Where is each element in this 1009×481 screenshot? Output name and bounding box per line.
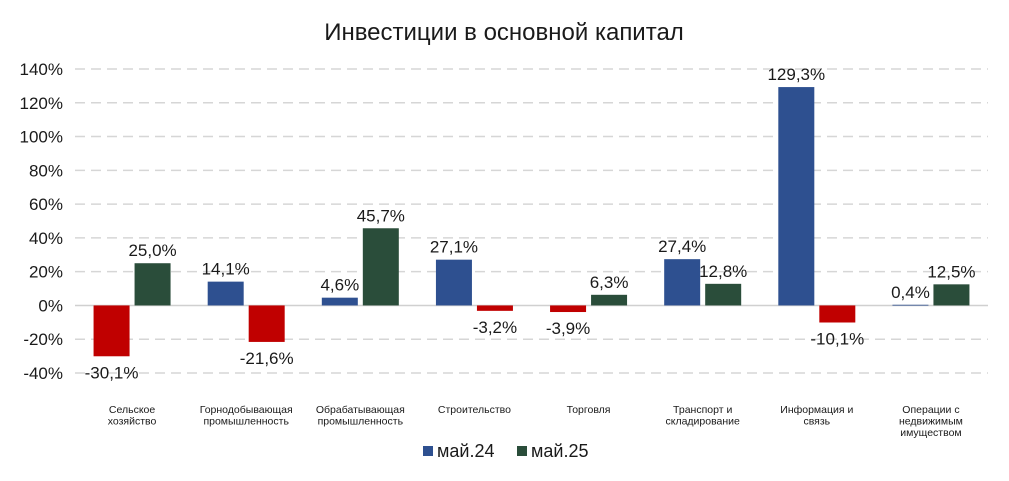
gridlines [75, 68, 988, 374]
data-label: 12,5% [927, 262, 975, 281]
bar-may25 [591, 294, 628, 306]
y-tick-label: 140% [20, 60, 63, 79]
legend-swatch [423, 446, 433, 456]
y-tick-label: 80% [29, 161, 63, 180]
y-tick-label: 120% [20, 94, 63, 113]
data-label: 27,1% [430, 238, 478, 257]
category-label: складирование [665, 416, 740, 428]
bar-may25 [705, 283, 742, 306]
bar-may24 [778, 87, 815, 306]
category-label: Горнодобывающая [200, 404, 293, 416]
category-label: Операции с [902, 404, 959, 416]
data-label: 4,6% [320, 276, 359, 295]
y-tick-label: -40% [23, 364, 63, 383]
legend: май.24 май.25 [423, 441, 588, 461]
data-label: 12,8% [699, 262, 747, 281]
y-axis-ticks: 140% 120% 100% 80% 60% 40% 20% 0% -20% -40% [20, 60, 63, 383]
y-tick-label: 20% [29, 263, 63, 282]
y-tick-label: 100% [20, 128, 63, 147]
bar-may25 [819, 305, 856, 323]
bar-may24 [892, 304, 929, 306]
bar-may25 [933, 284, 970, 306]
bar-may24 [93, 305, 130, 357]
category-label: Информация и [780, 404, 853, 416]
data-label: -3,9% [546, 319, 590, 338]
data-label: 45,7% [357, 206, 405, 225]
bar-may24 [207, 281, 244, 306]
bar-may24 [435, 259, 472, 306]
data-label: 6,3% [590, 273, 629, 292]
category-label: промышленность [318, 416, 404, 428]
bars [93, 87, 970, 357]
y-tick-label: 60% [29, 195, 63, 214]
y-tick-label: -20% [23, 330, 63, 349]
category-label: Строительство [438, 404, 511, 416]
data-label: 25,0% [128, 241, 176, 260]
bar-may25 [248, 305, 285, 342]
bar-may24 [550, 305, 587, 313]
category-label: хозяйство [108, 416, 157, 428]
data-label: -30,1% [85, 363, 139, 382]
legend-label: май.24 [437, 441, 494, 461]
bar-may25 [362, 228, 399, 306]
category-label: имуществом [900, 427, 961, 439]
category-label: Сельское [109, 404, 155, 416]
y-tick-label: 40% [29, 229, 63, 248]
data-label: 14,1% [202, 260, 250, 279]
y-tick-label: 0% [38, 296, 63, 315]
category-label: Торговля [567, 404, 611, 416]
bar-may25 [476, 305, 513, 311]
chart-title: Инвестиции в основной капитал [324, 19, 684, 46]
bar-may25 [134, 263, 171, 306]
category-label: недвижимым [899, 416, 963, 428]
bar-may24 [321, 297, 358, 306]
data-labels: -30,1% 25,0% 14,1% -21,6% 4,6% 45,7% 27,1% -3,2… [85, 65, 976, 382]
data-label: 0,4% [891, 283, 930, 302]
legend-swatch [517, 446, 527, 456]
data-label: 129,3% [767, 65, 825, 84]
data-label: -10,1% [810, 330, 864, 349]
data-label: 27,4% [658, 237, 706, 256]
data-label: -3,2% [473, 318, 517, 337]
category-label: промышленность [203, 416, 289, 428]
legend-label: май.25 [531, 441, 588, 461]
category-labels: СельскоехозяйствоГорнодобывающаяпромышле… [108, 404, 963, 439]
bar-may24 [664, 259, 701, 306]
data-label: -21,6% [240, 349, 294, 368]
category-label: Обрабатывающая [316, 404, 405, 416]
category-label: Транспорт и [673, 404, 732, 416]
category-label: связь [803, 416, 830, 428]
